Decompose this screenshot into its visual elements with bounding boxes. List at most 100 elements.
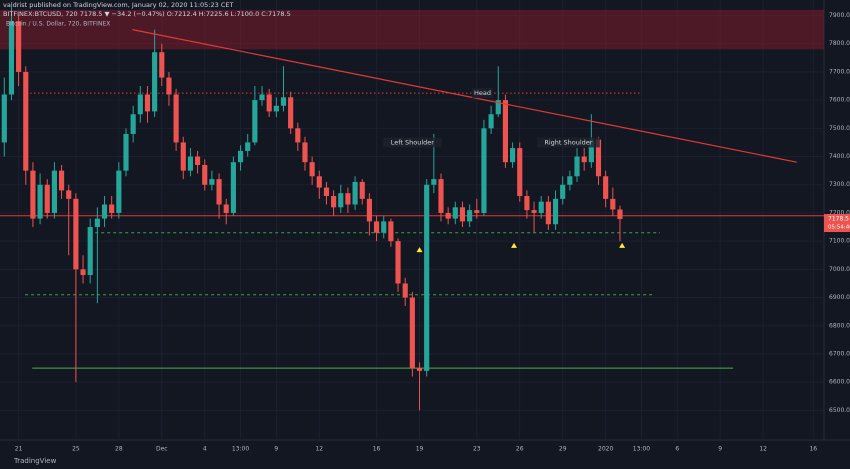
- annotation-bg: [537, 137, 600, 148]
- y-tick-label: 6700.0: [829, 350, 850, 357]
- annotation-label: Left Shoulder: [391, 138, 435, 146]
- candle-body: [302, 142, 308, 163]
- x-tick-label: 25: [72, 446, 80, 453]
- candle-body: [488, 114, 494, 129]
- candle-body: [610, 198, 616, 210]
- y-tick-label: 6800.0: [829, 322, 850, 329]
- candle-body: [409, 297, 415, 369]
- candle-body: [510, 148, 516, 163]
- candle-body: [237, 150, 244, 163]
- x-tick-label: 29: [559, 446, 567, 453]
- x-tick-label: 2020: [598, 446, 613, 453]
- candle-body: [195, 156, 201, 165]
- candle-body: [280, 97, 287, 106]
- candle-body: [431, 179, 437, 185]
- candle-body: [424, 184, 430, 371]
- candle-body: [44, 184, 50, 213]
- candle-body: [266, 94, 272, 112]
- candle-body: [166, 77, 172, 95]
- y-tick-label: 7700.0: [829, 68, 850, 75]
- candle-body: [209, 179, 215, 185]
- candle-body: [373, 221, 380, 233]
- candle-body: [37, 184, 43, 219]
- candle-body: [588, 139, 594, 163]
- x-tick-label: 28: [115, 446, 123, 453]
- y-tick-label: 7400.0: [829, 153, 850, 160]
- candle-body: [402, 283, 408, 298]
- candle-body: [381, 221, 387, 233]
- x-tick-label: 9: [718, 446, 722, 453]
- candle-body: [524, 196, 530, 211]
- candle-body: [87, 227, 93, 275]
- candle-body: [80, 269, 86, 275]
- candle-body: [152, 52, 158, 112]
- y-tick-label: 7500.0: [829, 125, 850, 132]
- candle-body: [567, 176, 573, 185]
- candle-body: [16, 21, 22, 72]
- candle-body: [352, 181, 358, 205]
- candle-body: [23, 71, 29, 171]
- candle-body: [30, 170, 36, 219]
- x-tick-label: 12: [315, 446, 323, 453]
- candle-body: [137, 94, 143, 115]
- y-tick-label: 6600.0: [829, 379, 850, 386]
- annotation-bg: [472, 88, 493, 99]
- candle-body: [309, 162, 315, 177]
- candle-body: [416, 368, 423, 371]
- candle-body: [359, 181, 365, 199]
- candle-body: [581, 156, 587, 163]
- author-line: valdrist published on TradingView.com, J…: [3, 1, 233, 9]
- x-tick-label: 12: [759, 446, 767, 453]
- candle-body: [295, 128, 301, 143]
- candle-body: [173, 94, 179, 143]
- candle-body: [316, 176, 322, 188]
- candle-body: [259, 94, 265, 101]
- candle-body: [338, 193, 344, 208]
- candle-body: [595, 139, 602, 177]
- candle-body: [331, 196, 337, 208]
- candle-body: [1, 94, 7, 143]
- x-tick-label: 9: [274, 446, 278, 453]
- candle-body: [395, 241, 401, 284]
- y-tick-label: 6900.0: [829, 294, 850, 301]
- candle-body: [459, 207, 466, 222]
- x-tick-label: 23: [473, 446, 481, 453]
- candle-body: [94, 218, 100, 228]
- annotation-label: Right Shoulder: [544, 138, 592, 146]
- candle-body: [603, 176, 609, 199]
- candle-body: [345, 193, 351, 205]
- candle-body: [552, 198, 559, 225]
- candle-body: [517, 148, 523, 197]
- resistance-zone: [0, 9, 824, 50]
- y-tick-label: 7600.0: [829, 97, 850, 104]
- candle-body: [538, 201, 544, 213]
- x-tick-label: 13:00: [232, 446, 249, 453]
- candle-body: [617, 209, 623, 220]
- candle-body: [116, 170, 122, 213]
- candle-body: [481, 128, 487, 213]
- candle-body: [366, 198, 372, 222]
- candle-body: [323, 187, 330, 197]
- candle-body: [560, 184, 566, 199]
- annotation-bg: [383, 137, 442, 148]
- candle-body: [467, 210, 473, 222]
- candle-body: [273, 105, 279, 112]
- candle-body: [574, 156, 580, 177]
- candle-body: [495, 100, 501, 115]
- y-tick-label: 7200.0: [829, 209, 850, 216]
- y-tick-label: 7100.0: [829, 238, 850, 245]
- marker-triangle: [511, 242, 518, 248]
- x-tick-label: 19: [416, 446, 424, 453]
- candle-body: [130, 114, 136, 134]
- footer-brand: TradingView: [13, 457, 57, 465]
- candle-body: [66, 190, 72, 199]
- x-tick-label: 16: [373, 446, 381, 453]
- candle-body: [545, 201, 551, 225]
- y-tick-label: 7000.0: [829, 266, 850, 273]
- x-tick-label: 13:00: [633, 446, 650, 453]
- candle-body: [452, 207, 458, 219]
- x-tick-label: 4: [203, 446, 207, 453]
- candle-body: [474, 210, 480, 213]
- candle-body: [502, 100, 509, 163]
- candle-body: [123, 133, 129, 171]
